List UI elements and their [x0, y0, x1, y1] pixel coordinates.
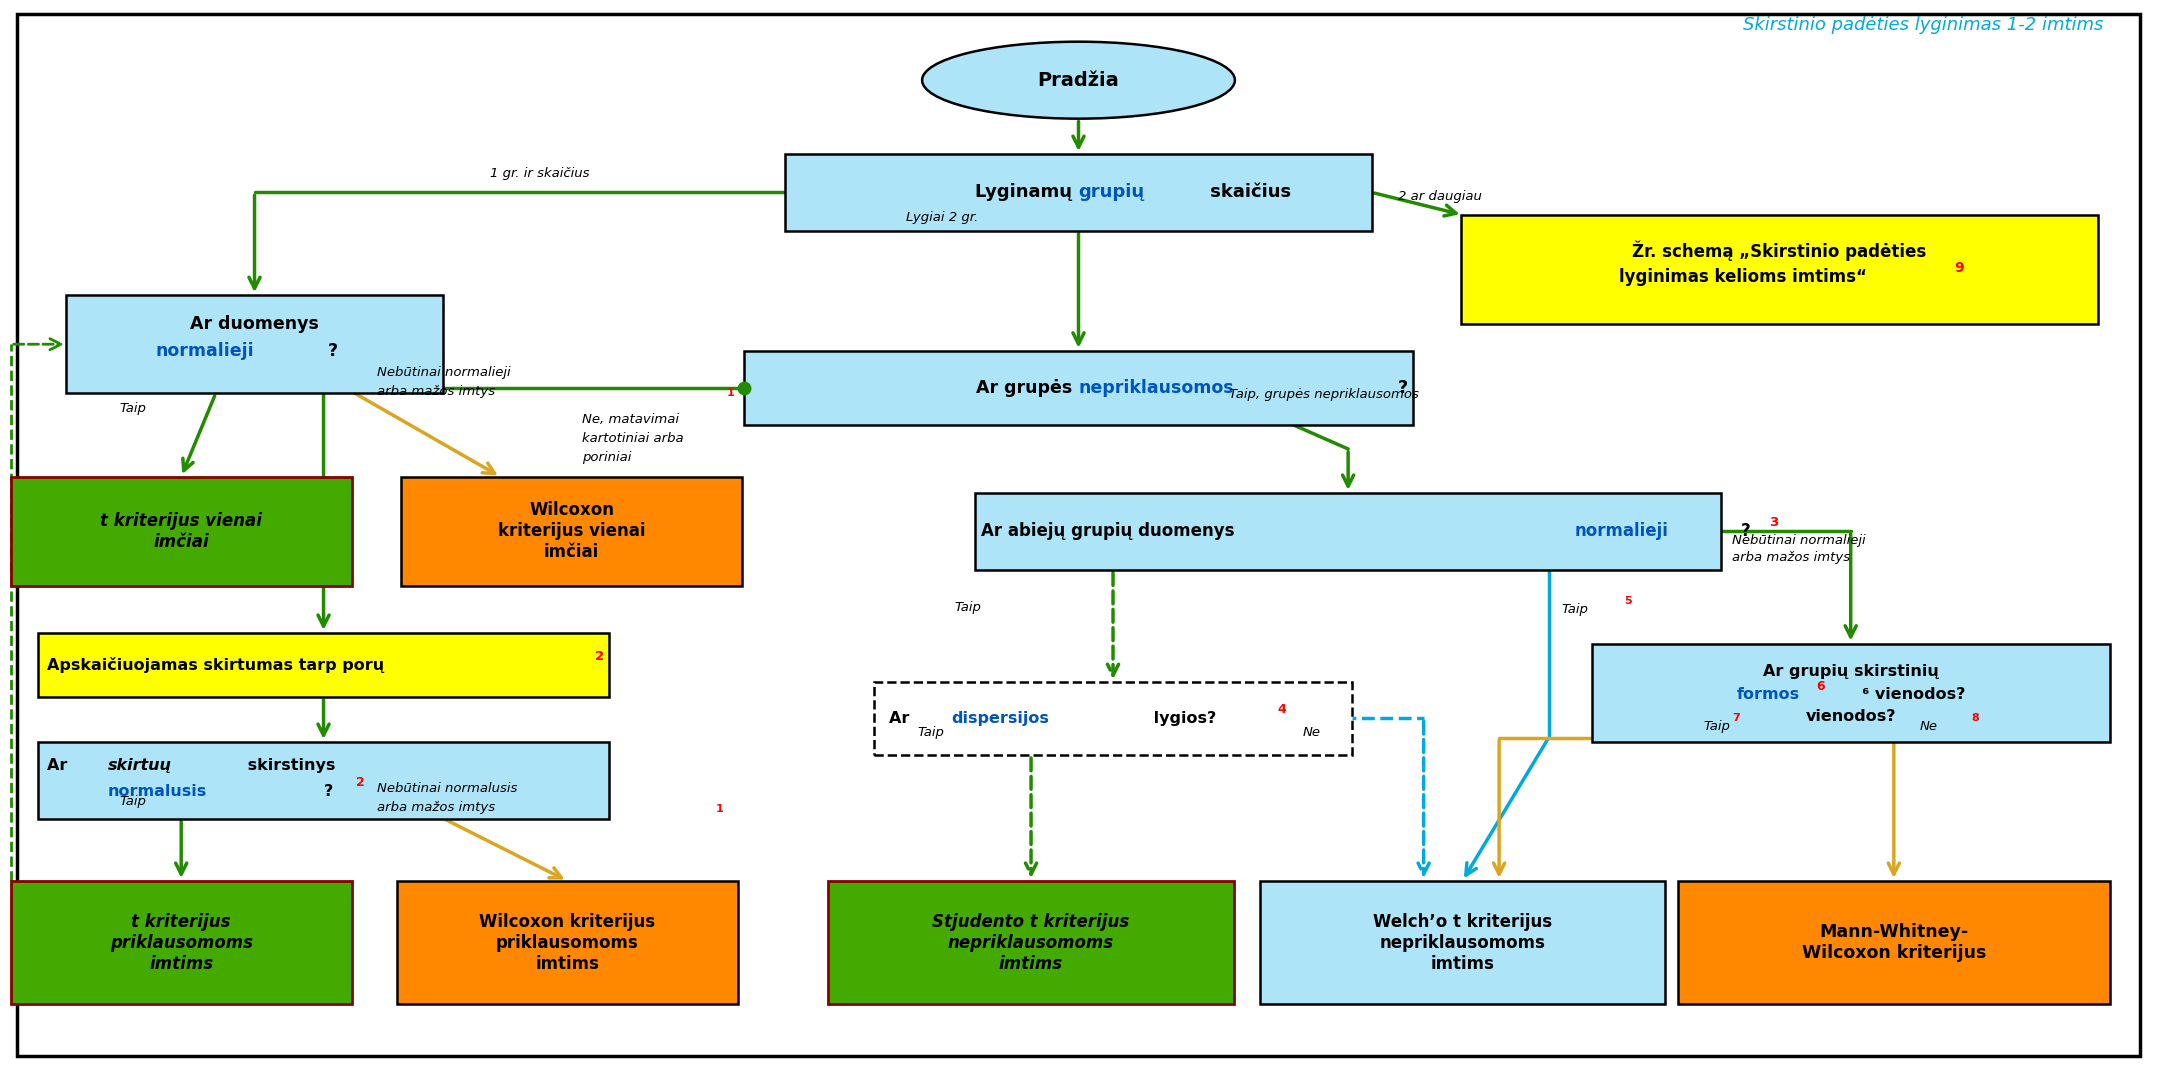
Text: 2: 2 — [595, 650, 604, 663]
Text: 2: 2 — [356, 776, 365, 789]
Text: Taip: Taip — [919, 726, 945, 739]
FancyBboxPatch shape — [17, 14, 2140, 1056]
Text: 1 gr. ir skaičius: 1 gr. ir skaičius — [490, 167, 589, 180]
FancyBboxPatch shape — [65, 295, 442, 393]
FancyBboxPatch shape — [785, 154, 1372, 231]
FancyBboxPatch shape — [11, 477, 352, 586]
Text: Taip: Taip — [121, 402, 147, 415]
Text: 8: 8 — [1971, 713, 1980, 724]
Text: Apskaičiuojamas skirtumas tarp porų: Apskaičiuojamas skirtumas tarp porų — [47, 657, 384, 672]
FancyBboxPatch shape — [37, 633, 608, 697]
Text: vienodos?: vienodos? — [1805, 709, 1896, 724]
FancyBboxPatch shape — [1592, 644, 2110, 742]
Text: ?: ? — [324, 784, 332, 799]
Text: 5: 5 — [1624, 595, 1633, 606]
FancyBboxPatch shape — [11, 881, 352, 1005]
FancyBboxPatch shape — [1678, 881, 2110, 1005]
Text: Stjudento t kriterijus
nepriklausomoms
imtims: Stjudento t kriterijus nepriklausomoms i… — [932, 913, 1130, 973]
Text: Taip: Taip — [1562, 603, 1588, 616]
Text: lyginimas kelioms imtims“: lyginimas kelioms imtims“ — [1620, 268, 1866, 285]
Text: Ar abiejų grupių duomenys: Ar abiejų grupių duomenys — [981, 523, 1240, 540]
Text: 3: 3 — [1769, 516, 1777, 529]
FancyBboxPatch shape — [975, 493, 1721, 570]
Text: ?: ? — [1398, 379, 1409, 397]
Text: Taip: Taip — [121, 795, 147, 808]
Text: Ar grupės: Ar grupės — [977, 379, 1078, 397]
Text: t kriterijus vienai
imčiai: t kriterijus vienai imčiai — [99, 512, 263, 551]
Text: 4: 4 — [1277, 703, 1286, 716]
Text: Ne: Ne — [1303, 726, 1320, 739]
Text: Ar duomenys: Ar duomenys — [190, 315, 319, 332]
Text: Taip: Taip — [956, 601, 981, 614]
Text: Wilcoxon
kriterijus vienai
imčiai: Wilcoxon kriterijus vienai imčiai — [498, 501, 645, 561]
Text: Wilcoxon kriterijus
priklausomoms
imtims: Wilcoxon kriterijus priklausomoms imtims — [479, 913, 656, 973]
Text: grupių: grupių — [1078, 184, 1145, 201]
Text: poriniai: poriniai — [582, 451, 632, 464]
FancyBboxPatch shape — [828, 881, 1234, 1005]
Text: formos: formos — [1736, 687, 1801, 702]
Text: Lygiai 2 gr.: Lygiai 2 gr. — [906, 212, 977, 224]
Text: Nebūtinai normalusis: Nebūtinai normalusis — [377, 783, 518, 795]
Text: skirstinys: skirstinys — [242, 758, 334, 773]
Text: Taip, grupės nepriklausomos: Taip, grupės nepriklausomos — [1229, 388, 1419, 401]
Text: ⁶ vienodos?: ⁶ vienodos? — [1851, 687, 1965, 702]
FancyBboxPatch shape — [874, 682, 1352, 755]
Text: Lyginamų: Lyginamų — [975, 184, 1078, 201]
Text: t kriterijus
priklausomoms
imtims: t kriterijus priklausomoms imtims — [110, 913, 252, 973]
FancyBboxPatch shape — [1462, 215, 2097, 324]
Text: 6: 6 — [1816, 680, 1825, 693]
Text: arba mažos imtys: arba mažos imtys — [377, 385, 500, 398]
Text: arba mažos imtys: arba mažos imtys — [1732, 552, 1851, 564]
Text: Nebūtinai normalieji: Nebūtinai normalieji — [377, 367, 511, 379]
Text: Taip: Taip — [1704, 721, 1730, 733]
Text: 2 ar daugiau: 2 ar daugiau — [1398, 190, 1482, 203]
Text: Ne: Ne — [1920, 721, 1937, 733]
Text: normalusis: normalusis — [108, 784, 207, 799]
Text: normalieji: normalieji — [155, 342, 255, 359]
FancyBboxPatch shape — [37, 742, 608, 819]
Text: 1: 1 — [727, 388, 736, 398]
Text: arba mažos imtys: arba mažos imtys — [377, 801, 500, 814]
FancyBboxPatch shape — [401, 477, 742, 586]
Text: kartotiniai arba: kartotiniai arba — [582, 432, 684, 445]
Text: Skirstinio padėties lyginimas 1-2 imtims: Skirstinio padėties lyginimas 1-2 imtims — [1743, 16, 2103, 34]
Ellipse shape — [923, 42, 1234, 119]
Text: Ne, matavimai: Ne, matavimai — [582, 413, 679, 425]
Text: dispersijos: dispersijos — [951, 711, 1048, 726]
Text: 7: 7 — [1732, 713, 1741, 724]
FancyBboxPatch shape — [1260, 881, 1665, 1005]
Text: Pradžia: Pradžia — [1038, 71, 1119, 90]
Text: ?: ? — [1741, 523, 1751, 540]
Text: Nebūtinai normalieji: Nebūtinai normalieji — [1732, 534, 1866, 547]
Text: lygios?: lygios? — [1148, 711, 1217, 726]
Text: Žr. schemą „Skirstinio padėties: Žr. schemą „Skirstinio padėties — [1633, 241, 1926, 262]
Text: Ar: Ar — [47, 758, 73, 773]
Text: normalieji: normalieji — [1575, 523, 1670, 540]
Text: skirtuų: skirtuų — [108, 758, 173, 773]
Text: Mann-Whitney-
Wilcoxon kriterijus: Mann-Whitney- Wilcoxon kriterijus — [1801, 924, 1987, 962]
Text: Welch’o t kriterijus
nepriklausomoms
imtims: Welch’o t kriterijus nepriklausomoms imt… — [1372, 913, 1553, 973]
FancyBboxPatch shape — [397, 881, 738, 1005]
Text: nepriklausomos: nepriklausomos — [1078, 379, 1234, 397]
Text: 1: 1 — [716, 804, 725, 814]
FancyBboxPatch shape — [744, 351, 1413, 425]
Text: ?: ? — [328, 342, 339, 359]
Text: 9: 9 — [1954, 261, 1963, 276]
Text: Ar grupių skirstinių: Ar grupių skirstinių — [1762, 664, 1939, 679]
Text: Ar: Ar — [889, 711, 915, 726]
Text: skaičius: skaičius — [1204, 184, 1290, 201]
